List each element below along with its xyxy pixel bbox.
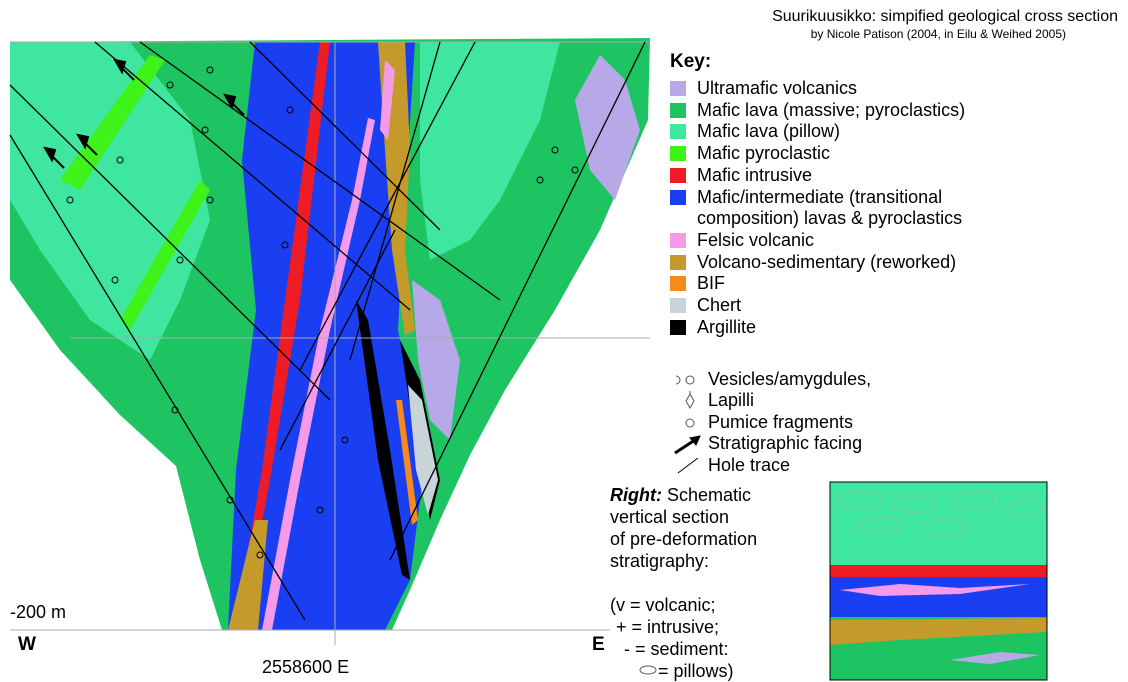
key-swatch — [670, 255, 686, 270]
key-heading: Key: — [670, 51, 711, 73]
key-item: Ultramafic volcanics — [670, 78, 1047, 100]
key-swatch — [670, 81, 686, 96]
key-item: Argillite — [670, 317, 1047, 339]
key-swatch — [670, 168, 686, 183]
key-label: Chert — [697, 295, 1047, 317]
abbr: + = intrusive; — [610, 617, 719, 637]
note-line: vertical section — [610, 507, 729, 527]
abbr: = pillows) — [610, 661, 734, 681]
key-label: Felsic volcanic — [697, 230, 1047, 252]
key-label: Mafic/intermediate (transitional composi… — [697, 187, 1047, 230]
subtitle: by Nicole Patison (2004, in Eilu & Weihe… — [811, 27, 1066, 41]
key-label: Mafic lava (pillow) — [697, 121, 1047, 143]
key-item: Mafic intrusive — [670, 165, 1047, 187]
key-item: Chert — [670, 295, 1047, 317]
easting-label: 2558600 E — [262, 657, 349, 678]
abbr: - = sediment: — [610, 639, 729, 659]
note-line: stratigraphy: — [610, 551, 709, 571]
key-item: Mafic lava (pillow) — [670, 121, 1047, 143]
abbreviations: (v = volcanic; + = intrusive; - = sedime… — [610, 594, 734, 682]
key-swatch — [670, 320, 686, 335]
key-item: Volcano-sedimentary (reworked) — [670, 252, 1047, 274]
key-item: Mafic/intermediate (transitional composi… — [670, 187, 1047, 230]
key-swatch — [670, 103, 686, 118]
note-lead: Right: — [610, 485, 662, 505]
schematic-section — [830, 482, 1047, 680]
key-label: BIF — [697, 273, 1047, 295]
east-label: E — [592, 634, 605, 656]
key-swatch — [670, 276, 686, 291]
symbol-label: Pumice fragments — [708, 412, 853, 433]
symbol-label: Lapilli — [708, 390, 754, 411]
key-swatch — [670, 146, 686, 161]
key-label: Volcano-sedimentary (reworked) — [697, 252, 1047, 274]
abbr: (v = volcanic; — [610, 595, 716, 615]
key-item: BIF — [670, 273, 1047, 295]
note-line: of pre-deformation — [610, 529, 757, 549]
note-line: Schematic — [667, 485, 751, 505]
west-label: W — [18, 634, 36, 656]
note: Right: Schematic vertical section of pre… — [610, 484, 757, 572]
symbol-label: Hole trace — [708, 455, 790, 476]
key-label: Mafic lava (massive; pyroclastics) — [697, 100, 1047, 122]
title: Suurikuusikko: simpified geological cros… — [772, 8, 1118, 26]
key-item: Mafic lava (massive; pyroclastics) — [670, 100, 1047, 122]
key-item: Felsic volcanic — [670, 230, 1047, 252]
key-swatch — [670, 298, 686, 313]
key-label: Argillite — [697, 317, 1047, 339]
page: Suurikuusikko: simpified geological cros… — [0, 0, 1128, 682]
key-swatch — [670, 124, 686, 139]
key-item: Mafic pyroclastic — [670, 143, 1047, 165]
symbol-label: Vesicles/amygdules, — [708, 369, 871, 390]
symbol-label: Stratigraphic facing — [708, 433, 862, 454]
key-swatch — [670, 190, 686, 205]
key-label: Mafic intrusive — [697, 165, 1047, 187]
key-swatch — [670, 233, 686, 248]
key-label: Ultramafic volcanics — [697, 78, 1047, 100]
key-label: Mafic pyroclastic — [697, 143, 1047, 165]
depth-label: -200 m — [10, 602, 66, 623]
